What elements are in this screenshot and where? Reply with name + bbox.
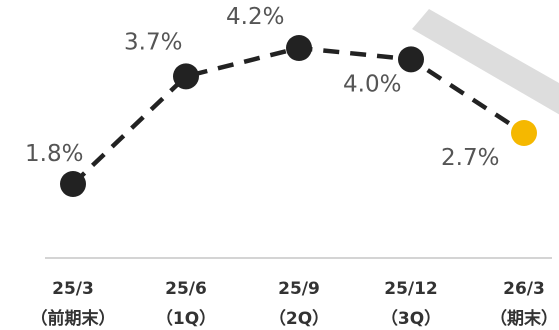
data-label: 4.0% (343, 71, 401, 97)
x-tick-label: 25/12 (384, 279, 438, 299)
trend-arrow (412, 9, 559, 115)
x-tick-sublabel: （1Q） (156, 308, 216, 329)
x-tick-label: 25/6 (165, 279, 207, 299)
x-tick-label: 25/3 (52, 279, 94, 299)
value-label-layer: 1.8% 3.7% 4.2% 4.0% 2.7% (25, 4, 499, 171)
data-label: 2.7% (441, 145, 499, 171)
data-label: 3.7% (124, 29, 182, 55)
x-tick-layer: 25/3 （前期末） 25/6 （1Q） 25/9 （2Q） 25/12 （3Q） 26/3 （期… (31, 279, 559, 329)
data-label: 1.8% (25, 141, 83, 167)
x-tick-sublabel: （3Q） (381, 308, 441, 329)
x-tick-label: 25/9 (278, 279, 320, 299)
series-layer (60, 35, 537, 197)
data-point-25-12 (398, 46, 424, 73)
data-label: 4.2% (226, 4, 284, 30)
data-point-25-9 (286, 35, 312, 61)
x-tick-sublabel: （前期末） (31, 308, 116, 329)
x-tick-sublabel: （2Q） (269, 308, 329, 329)
x-tick-sublabel: （期末） (490, 308, 558, 329)
data-point-25-6 (173, 63, 199, 90)
data-point-26-3 (511, 120, 537, 146)
x-tick-label: 26/3 (503, 279, 545, 299)
data-point-25-3 (60, 171, 86, 197)
